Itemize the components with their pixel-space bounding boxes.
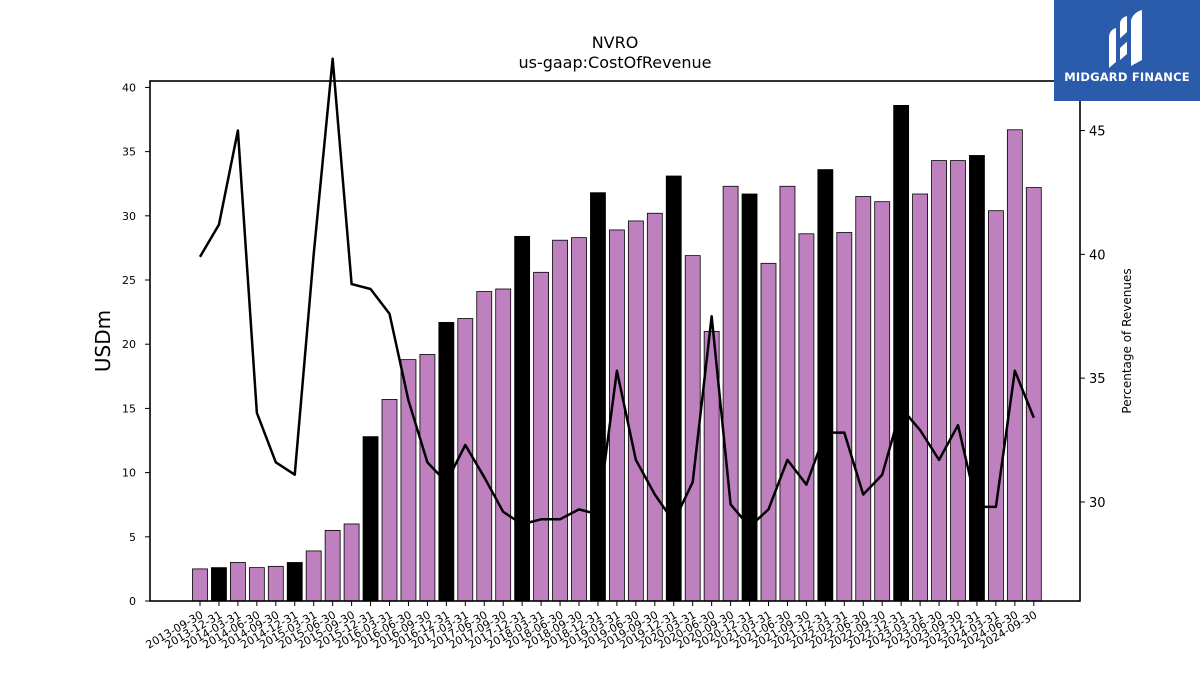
bar-2018-06-30 xyxy=(552,239,568,602)
chart-subtitle: us-gaap:CostOfRevenue xyxy=(518,53,711,72)
plot-frame xyxy=(149,80,1081,602)
bar-2021-06-30 xyxy=(779,185,796,602)
bar-2015-03-31 xyxy=(305,550,322,602)
bar-2015-09-30 xyxy=(343,523,360,602)
y-tick-label: 20 xyxy=(122,338,136,351)
bar-2019-09-30 xyxy=(646,212,663,602)
bar-2021-12-31 xyxy=(817,169,834,602)
y2-tick-label: 40 xyxy=(1089,248,1106,263)
line-series xyxy=(198,57,1035,528)
bar-2024-09-30 xyxy=(1025,187,1042,602)
bar-2014-09-30 xyxy=(267,565,284,602)
y-axis-label: USDm xyxy=(91,310,115,372)
bar-2017-03-31 xyxy=(457,318,474,602)
bar-2014-12-31 xyxy=(286,562,303,602)
bar-2024-03-31 xyxy=(988,210,1004,602)
bar-2014-06-30 xyxy=(248,567,265,602)
bar-2016-12-31 xyxy=(438,321,455,602)
bar-2022-12-31 xyxy=(893,105,910,602)
bar-2013-09-30 xyxy=(192,568,208,602)
bar-2016-03-31 xyxy=(381,399,398,602)
bar-2023-09-30 xyxy=(950,160,966,602)
line-percentage-of-revenues xyxy=(198,57,1035,528)
bar-2014-03-31 xyxy=(229,562,246,602)
bar-2021-03-31 xyxy=(760,262,777,602)
bar-2020-12-31 xyxy=(741,193,758,602)
midgard-finance-logo-icon xyxy=(1109,10,1142,68)
y-tick-label: 30 xyxy=(122,210,136,223)
y-axis-left: 0 5 10 15 20 25 30 35 40 xyxy=(122,81,150,608)
bar-2015-12-31 xyxy=(362,436,379,602)
y2-tick-label: 45 xyxy=(1089,125,1106,140)
bar-2017-09-30 xyxy=(495,288,512,602)
bar-2020-09-30 xyxy=(722,185,739,602)
bar-series xyxy=(192,105,1042,602)
bar-2019-06-30 xyxy=(627,220,644,602)
y-tick-label: 40 xyxy=(122,81,136,94)
y2-axis-label: Percentage of Revenues xyxy=(1120,268,1134,413)
y-tick-label: 15 xyxy=(122,402,136,415)
bar-2021-09-30 xyxy=(798,233,815,602)
y2-tick-label: 30 xyxy=(1089,496,1106,511)
bar-2018-12-31 xyxy=(590,192,606,602)
bar-2024-06-30 xyxy=(1006,129,1023,602)
bar-2015-06-30 xyxy=(324,529,341,602)
bar-2017-06-30 xyxy=(476,291,493,602)
x-axis: 2013-09-302013-12-312014-03-312014-06-30… xyxy=(144,601,1039,652)
bar-2018-03-31 xyxy=(533,271,549,602)
y-tick-label: 35 xyxy=(122,146,136,159)
bar-2023-03-31 xyxy=(912,193,928,602)
bar-2016-09-30 xyxy=(419,354,436,602)
y-tick-label: 10 xyxy=(122,467,136,480)
y-tick-label: 25 xyxy=(122,274,136,287)
bar-2022-03-31 xyxy=(836,232,853,602)
logo-text: MIDGARD FINANCE xyxy=(1064,70,1190,84)
bar-2013-12-31 xyxy=(211,567,227,602)
y2-tick-label: 35 xyxy=(1089,372,1106,387)
chart-title: NVRO xyxy=(592,33,639,52)
bar-2022-06-30 xyxy=(855,196,872,602)
y-axis-right: 30 35 40 45 xyxy=(1080,125,1106,511)
bar-2019-12-31 xyxy=(665,175,682,602)
midgard-finance-logo: MIDGARD FINANCE xyxy=(1054,0,1200,101)
bar-2023-12-31 xyxy=(969,155,985,602)
y-tick-label: 5 xyxy=(129,531,136,544)
bar-2022-09-30 xyxy=(874,201,891,602)
bar-2017-12-31 xyxy=(514,235,531,602)
bar-2023-06-30 xyxy=(931,160,947,602)
y-tick-label: 0 xyxy=(129,595,136,608)
bar-2018-09-30 xyxy=(571,237,587,602)
